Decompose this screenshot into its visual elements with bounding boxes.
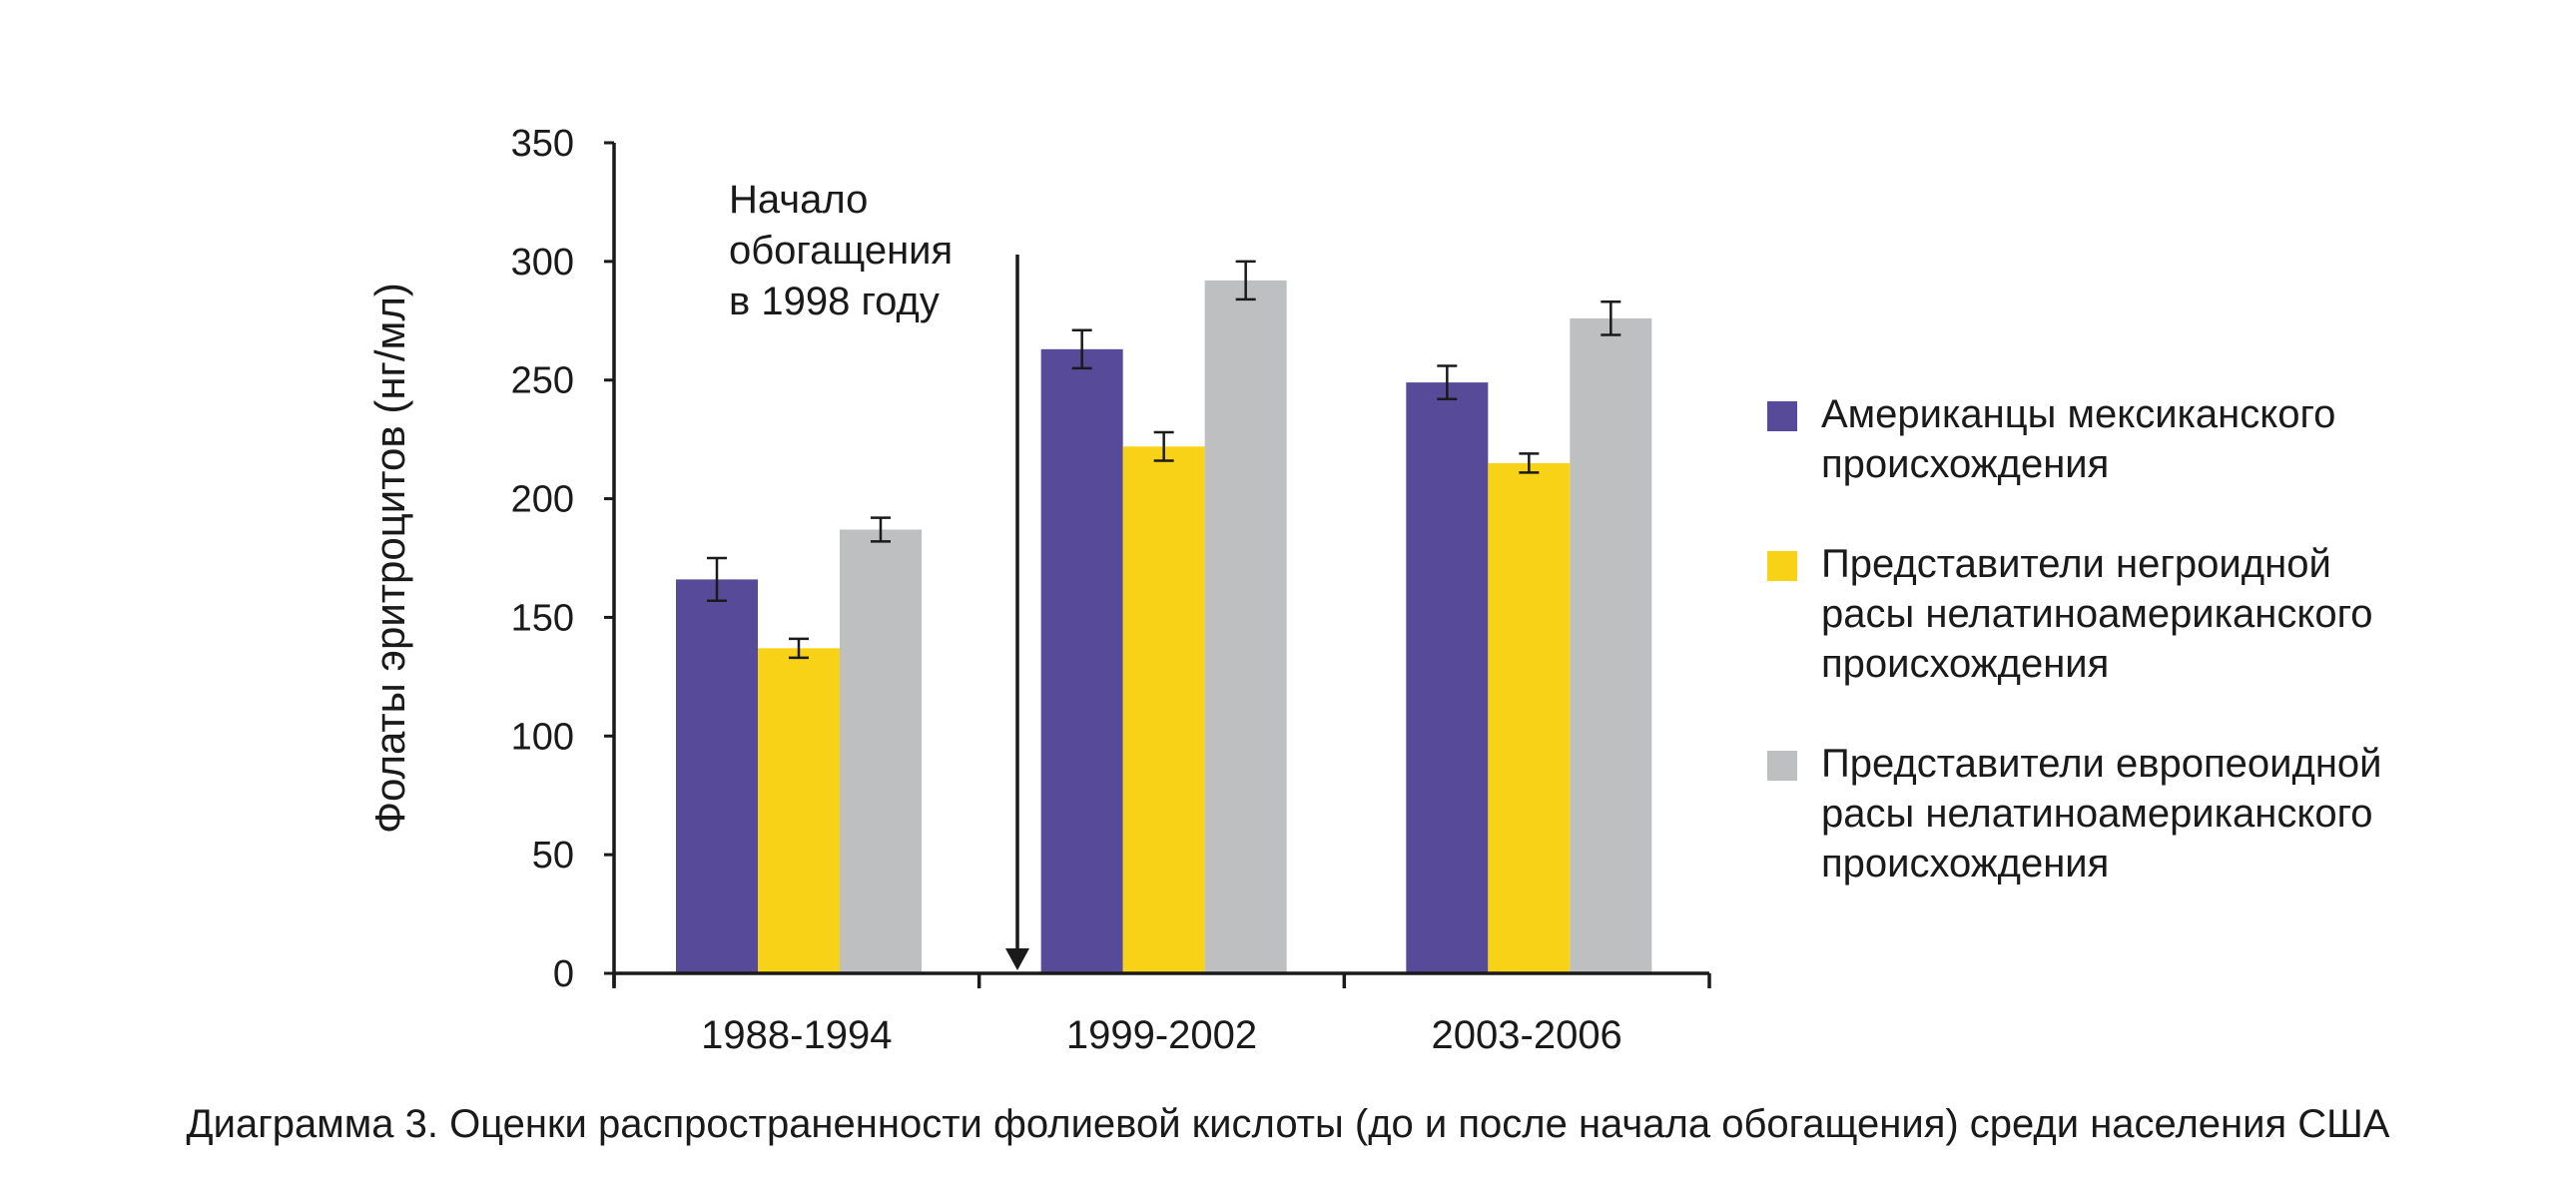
bar	[676, 579, 758, 973]
legend-label-line: Представители негроидной	[1821, 542, 2331, 586]
x-axis-categories: 1988-1994 1999-2002 2003-2006	[701, 1013, 1622, 1057]
bar	[1570, 317, 1652, 973]
y-axis-title: Фолаты эритроцитов (нг/мл)	[366, 283, 413, 834]
legend-label-line: Американцы мексиканского	[1821, 392, 2336, 436]
bar	[758, 648, 840, 973]
y-tick-label: 50	[532, 835, 574, 877]
legend-swatch	[1767, 551, 1797, 581]
annotation-text-line: в 1998 году	[729, 280, 940, 323]
y-tick-label: 250	[511, 360, 574, 402]
y-axis-ticks: 0 50 100 150 200 250 300 350	[511, 123, 614, 995]
fortification-annotation: Начало обогащения в 1998 году	[729, 178, 1029, 970]
bars	[676, 280, 1652, 974]
x-category-label: 1999-2002	[1066, 1013, 1257, 1057]
y-tick-label: 150	[511, 597, 574, 639]
legend-item: Представители негроидной расы нелатиноаме…	[1767, 539, 2526, 689]
legend-label: Представители европеоидной расы нелатиноа…	[1821, 739, 2382, 888]
x-category-label: 2003-2006	[1432, 1013, 1622, 1057]
y-tick-label: 0	[553, 953, 574, 995]
legend-label-line: происхождения	[1821, 842, 2110, 885]
legend: Американцы мексиканского происхождения Пре…	[1767, 389, 2526, 938]
y-axis-label: Фолаты эритроцитов (нг/мл)	[366, 283, 413, 834]
y-tick-label: 350	[511, 123, 574, 165]
legend-label-line: расы нелатиноамериканского	[1821, 792, 2373, 836]
bar	[1122, 446, 1205, 973]
legend-label-line: расы нелатиноамериканского	[1821, 592, 2373, 636]
annotation-text-line: обогащения	[729, 229, 953, 273]
legend-label: Американцы мексиканского происхождения	[1821, 389, 2335, 489]
y-tick-label: 100	[511, 716, 574, 758]
bar	[1406, 382, 1489, 973]
legend-label: Представители негроидной расы нелатиноаме…	[1821, 539, 2373, 689]
legend-label-line: происхождения	[1821, 642, 2110, 686]
y-tick-label: 300	[511, 242, 574, 284]
legend-label-line: происхождения	[1821, 442, 2110, 486]
legend-item: Представители европеоидной расы нелатиноа…	[1767, 739, 2526, 888]
bar	[1488, 462, 1571, 973]
error-bars	[707, 260, 1621, 660]
figure-caption: Диаграмма 3. Оценки распространенности ф…	[186, 1102, 2390, 1146]
annotation-arrow-head	[1005, 948, 1029, 970]
axes	[612, 143, 1711, 988]
annotation-text-line: Начало	[729, 178, 868, 222]
bar	[1040, 348, 1123, 974]
legend-swatch	[1767, 401, 1797, 431]
bar	[840, 529, 922, 973]
legend-swatch	[1767, 751, 1797, 781]
legend-label-line: Представители европеоидной	[1821, 742, 2382, 786]
bar	[1204, 280, 1287, 974]
x-category-label: 1988-1994	[701, 1013, 892, 1057]
y-tick-label: 200	[511, 479, 574, 521]
legend-item: Американцы мексиканского происхождения	[1767, 389, 2526, 489]
